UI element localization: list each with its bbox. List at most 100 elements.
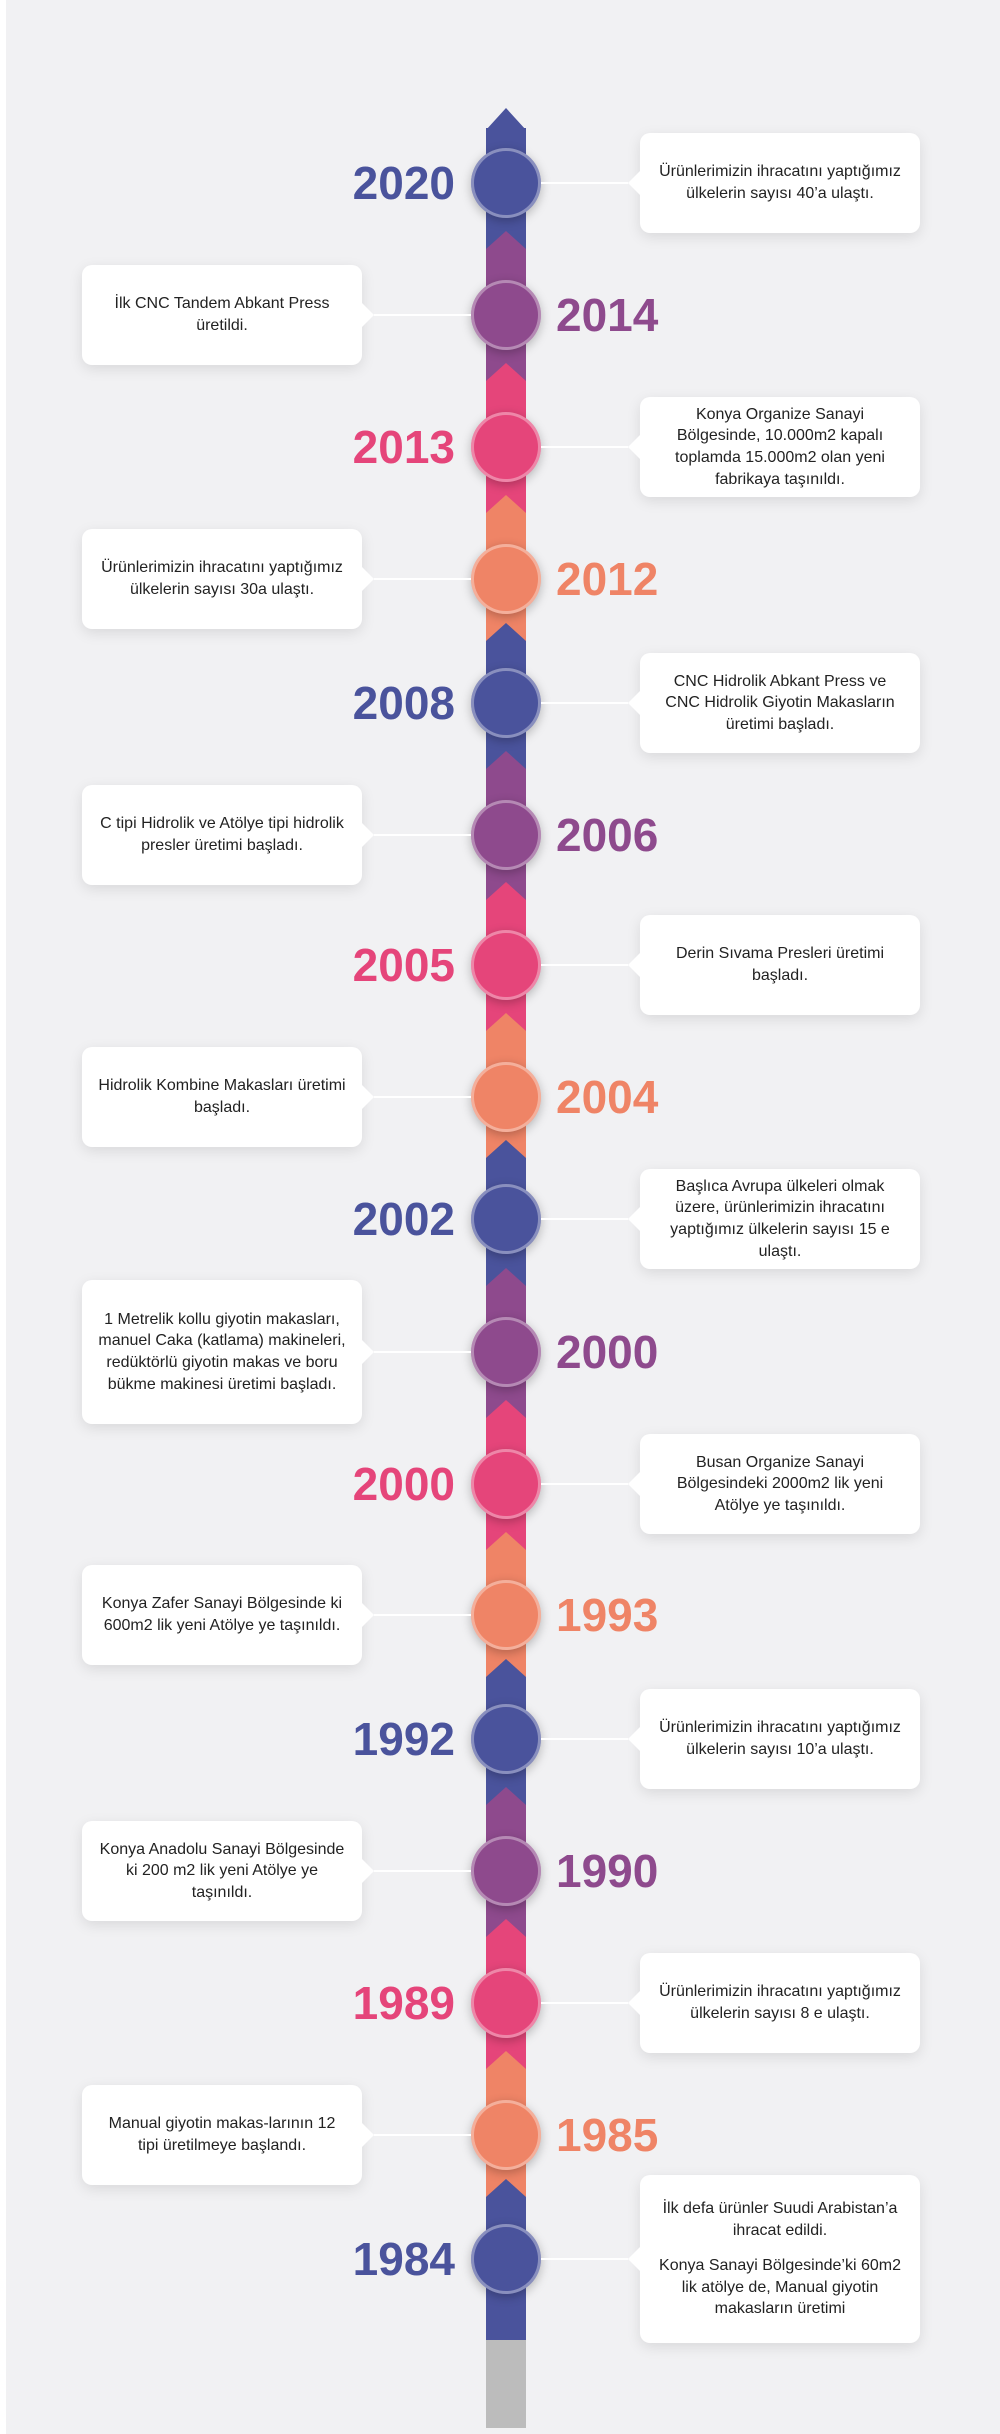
timeline-node-1989	[471, 1968, 541, 2038]
event-description: Konya Sanayi Bölgesinde’ki 60m2 lik atöl…	[659, 2257, 901, 2318]
event-description: CNC Hidrolik Abkant Press ve CNC Hidroli…	[665, 672, 895, 733]
event-description: Manual giyotin makas-larının 12 tipi üre…	[108, 2115, 336, 2154]
event-connector	[541, 446, 628, 448]
event-card: Ürünlerimizin ihracatını yaptığımız ülke…	[628, 1953, 920, 2053]
spine-chevron	[486, 1267, 526, 1286]
event-connector	[374, 578, 471, 580]
event-connector	[374, 1351, 471, 1353]
event-card: Busan Organize Sanayi Bölgesindeki 2000m…	[628, 1434, 920, 1534]
year-label: 2013	[352, 421, 455, 473]
year-label: 2006	[556, 809, 659, 861]
spine-chevron	[486, 1659, 526, 1677]
event-card: Hidrolik Kombine Makasları üretimi başla…	[82, 1047, 374, 1147]
event-description: Ürünlerimizin ihracatını yaptığımız ülke…	[101, 559, 343, 598]
timeline-node-2012	[471, 544, 541, 614]
event-card: Manual giyotin makas-larının 12 tipi üre…	[82, 2085, 374, 2185]
timeline-node-1990	[471, 1836, 541, 1906]
timeline-node-2006	[471, 800, 541, 870]
year-label: 1984	[352, 2233, 455, 2285]
event-description: Konya Zafer Sanayi Bölgesinde ki 600m2 l…	[101, 1595, 343, 1634]
event-description: İlk CNC Tandem Abkant Press üretildi.	[114, 295, 330, 334]
year-label: 2020	[352, 157, 455, 209]
timeline-node-2000	[471, 1317, 541, 1387]
event-description: 1 Metrelik kollu giyotin makasları, manu…	[98, 1310, 346, 1393]
event-connector	[374, 1614, 471, 1616]
event-connector	[374, 2134, 471, 2136]
spine-chevron	[486, 495, 526, 513]
spine-chevron	[486, 1013, 526, 1031]
year-label: 2014	[556, 289, 659, 341]
spine-chevron	[486, 751, 526, 769]
spine-chevron	[486, 623, 526, 641]
spine-chevron	[486, 1919, 526, 1937]
event-card: Ürünlerimizin ihracatını yaptığımız ülke…	[82, 529, 374, 629]
event-description: İlk defa ürünler Suudi Arabistan’a ihrac…	[662, 2200, 898, 2239]
event-connector	[374, 1096, 471, 1098]
year-label: 2005	[352, 939, 455, 991]
spine-chevron	[486, 2179, 526, 2197]
event-description: Hidrolik Kombine Makasları üretimi başla…	[98, 1077, 346, 1116]
event-description: Başlıca Avrupa ülkeleri olmak üzere, ürü…	[670, 1177, 890, 1260]
event-description: Ürünlerimizin ihracatını yaptığımız ülke…	[659, 1719, 901, 1758]
event-connector	[541, 1738, 628, 1740]
spine-chevron	[486, 1400, 526, 1418]
timeline-node-1992	[471, 1704, 541, 1774]
spine-chevron	[486, 1787, 526, 1805]
timeline-arrow-tip	[486, 108, 526, 130]
event-description: Ürünlerimizin ihracatını yaptığımız ülke…	[659, 1983, 901, 2022]
event-connector	[541, 1483, 628, 1485]
year-label: 1992	[352, 1713, 455, 1765]
event-description: Busan Organize Sanayi Bölgesindeki 2000m…	[676, 1453, 884, 1514]
timeline-node-2005	[471, 930, 541, 1000]
event-connector	[541, 2002, 628, 2004]
year-label: 2002	[352, 1193, 455, 1245]
spine-chevron	[486, 1140, 526, 1158]
event-connector	[541, 182, 628, 184]
spine-chevron	[486, 2051, 526, 2069]
event-description: Konya Anadolu Sanayi Bölgesinde ki 200 m…	[99, 1840, 345, 1901]
timeline-node-2013	[471, 412, 541, 482]
timeline-node-1985	[471, 2100, 541, 2170]
event-connector	[541, 964, 628, 966]
timeline-node-2000	[471, 1449, 541, 1519]
event-connector	[374, 1870, 471, 1872]
year-label: 2004	[556, 1071, 659, 1123]
timeline-node-2020	[471, 148, 541, 218]
event-connector	[374, 834, 471, 836]
event-card: Konya Organize Sanayi Bölgesinde, 10.000…	[628, 397, 920, 497]
spine-chevron	[486, 363, 526, 381]
event-card: Derin Sıvama Presleri üretimi başladı.	[628, 915, 920, 1015]
spine-chevron	[486, 231, 526, 249]
year-label: 2000	[556, 1326, 659, 1378]
event-connector	[374, 314, 471, 316]
event-card: Ürünlerimizin ihracatını yaptığımız ülke…	[628, 1689, 920, 1789]
event-card: Ürünlerimizin ihracatını yaptığımız ülke…	[628, 133, 920, 233]
event-card: İlk CNC Tandem Abkant Press üretildi.	[82, 265, 374, 365]
event-card: C tipi Hidrolik ve Atölye tipi hidrolik …	[82, 785, 374, 885]
event-card: Konya Anadolu Sanayi Bölgesinde ki 200 m…	[82, 1821, 374, 1921]
event-description: Derin Sıvama Presleri üretimi başladı.	[675, 945, 885, 984]
timeline-node-2008	[471, 668, 541, 738]
timeline-node-2002	[471, 1184, 541, 1254]
event-description: Konya Organize Sanayi Bölgesinde, 10.000…	[675, 405, 885, 488]
year-label: 2008	[352, 677, 455, 729]
year-label: 1990	[556, 1845, 659, 1897]
timeline-page: 2020 Ürünlerimizin ihracatını yaptığımız …	[6, 0, 1000, 2434]
event-connector	[541, 2258, 628, 2260]
timeline-node-1993	[471, 1580, 541, 1650]
event-description: C tipi Hidrolik ve Atölye tipi hidrolik …	[100, 815, 344, 854]
event-card: İlk defa ürünler Suudi Arabistan’a ihrac…	[628, 2175, 920, 2343]
event-card: Konya Zafer Sanayi Bölgesinde ki 600m2 l…	[82, 1565, 374, 1665]
year-label: 2000	[352, 1458, 455, 1510]
year-label: 1985	[556, 2109, 659, 2161]
event-card: CNC Hidrolik Abkant Press ve CNC Hidroli…	[628, 653, 920, 753]
year-label: 1989	[352, 1977, 455, 2029]
event-description: Ürünlerimizin ihracatını yaptığımız ülke…	[659, 163, 901, 202]
year-label: 1993	[556, 1589, 659, 1641]
timeline-node-2004	[471, 1062, 541, 1132]
timeline-spine-end	[486, 2340, 526, 2428]
event-connector	[541, 702, 628, 704]
timeline-node-2014	[471, 280, 541, 350]
event-connector	[541, 1218, 628, 1220]
year-label: 2012	[556, 553, 659, 605]
